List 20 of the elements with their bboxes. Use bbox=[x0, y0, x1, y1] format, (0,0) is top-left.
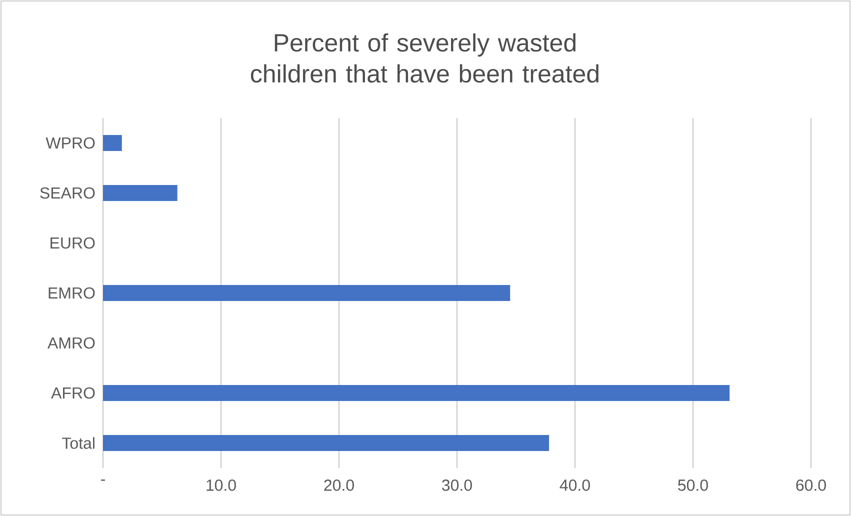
x-tick-label: 30.0 bbox=[442, 480, 472, 491]
bar bbox=[103, 134, 122, 151]
x-tick-label: 10.0 bbox=[206, 480, 236, 491]
bar bbox=[103, 434, 550, 451]
x-tick-label: 50.0 bbox=[678, 480, 708, 491]
y-tick-label: EURO bbox=[50, 237, 95, 249]
x-tick-label: 60.0 bbox=[796, 480, 826, 491]
y-tick-label: Total bbox=[62, 437, 94, 449]
y-tick-label: WPRO bbox=[46, 137, 95, 149]
x-tick-label: 40.0 bbox=[560, 480, 590, 491]
y-tick-label: SEARO bbox=[40, 187, 95, 199]
y-tick-label: AMRO bbox=[48, 337, 95, 349]
chart-title: Percent of severely wasted children that have been treated bbox=[250, 33, 598, 83]
bar bbox=[103, 384, 730, 401]
x-tick-label: 20.0 bbox=[324, 480, 354, 491]
y-tick-label: AFRO bbox=[51, 387, 95, 399]
bar bbox=[103, 284, 510, 301]
y-tick-label: EMRO bbox=[48, 287, 95, 299]
x-tick-label: - bbox=[101, 480, 105, 481]
bar bbox=[103, 184, 178, 201]
